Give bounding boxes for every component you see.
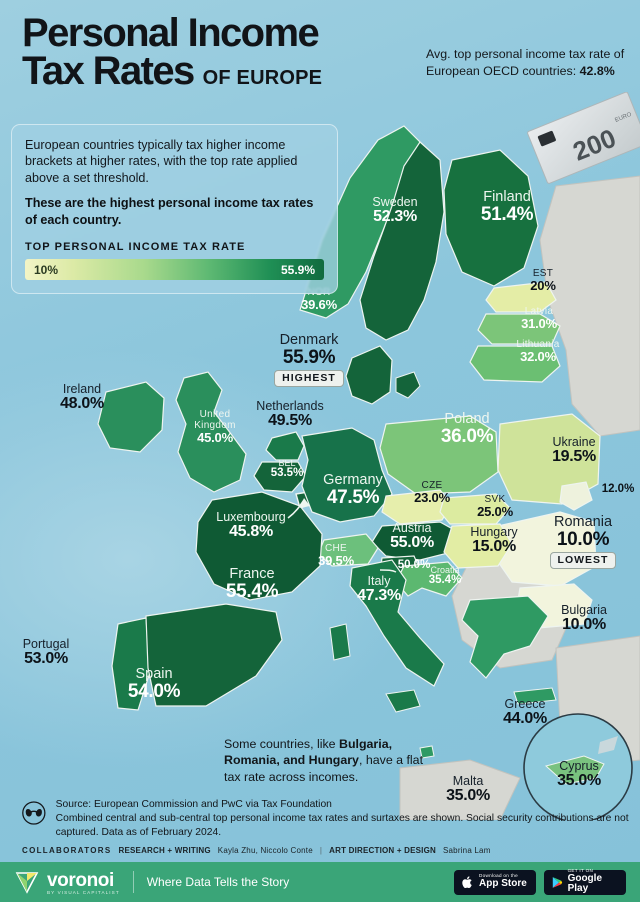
country-estonia[interactable] — [485, 281, 557, 313]
legend-max-value: 55.9% — [280, 262, 315, 277]
google-play-name: Google Play — [567, 872, 603, 895]
country-greece-crete[interactable] — [513, 687, 557, 705]
country-france[interactable] — [195, 491, 323, 601]
google-play-icon — [552, 876, 563, 888]
country-italy[interactable] — [349, 559, 445, 687]
legend-min-value: 10% — [34, 262, 59, 277]
app-badges: Download on the App Store GET IT ON Goog… — [454, 868, 626, 895]
flat-note-part2: , have a flat tax rate across incomes. — [224, 753, 424, 784]
country-finland[interactable] — [443, 149, 539, 287]
country-malta[interactable] — [419, 745, 435, 759]
country-slovakia[interactable] — [439, 493, 511, 525]
country-ireland[interactable] — [97, 381, 165, 453]
collaborators-separator: | — [319, 846, 323, 855]
country-portugal[interactable] — [111, 617, 151, 711]
title-line-2: Tax Rates — [22, 49, 195, 94]
country-austria[interactable] — [371, 521, 459, 561]
brand-subtitle: BY VISUAL CAPITALIST — [47, 889, 120, 895]
flat-note-part1: Some countries, like — [224, 737, 340, 751]
legend-title: TOP PERSONAL INCOME TAX RATE — [25, 241, 246, 254]
app-store-name: App Store — [479, 878, 527, 890]
info-card: European countries typically tax higher … — [11, 124, 338, 295]
source-line-2: Combined central and sub-central top per… — [55, 813, 629, 839]
collaborators-line: COLLABORATORS RESEARCH + WRITING Kayla Z… — [22, 846, 491, 855]
title-line-1: Personal Income — [22, 11, 320, 55]
country-latvia[interactable] — [477, 313, 561, 345]
research-value: Kayla Zhu, Niccolo Conte — [217, 846, 313, 855]
design-value: Sabrina Lam — [443, 846, 491, 855]
country-netherlands[interactable] — [265, 431, 305, 461]
legend-gradient-bar: 10% 55.9% — [25, 259, 324, 281]
binoculars-icon — [22, 801, 46, 825]
average-rate-note: Avg. top personal income tax rate of Eur… — [426, 46, 626, 79]
app-store-top-label: Download on the — [479, 873, 518, 879]
info-paragraph-2: These are the highest personal income ta… — [25, 196, 314, 227]
footer-bar: voronoi BY VISUAL CAPITALIST Where Data … — [0, 862, 640, 902]
country-belgium[interactable] — [253, 461, 307, 493]
cyprus-inset[interactable] — [523, 713, 633, 820]
average-rate-value: 42.8% — [579, 63, 615, 78]
country-czechia[interactable] — [381, 489, 453, 525]
country-poland[interactable] — [379, 415, 499, 495]
country-sicily[interactable] — [385, 689, 421, 713]
country-uk[interactable] — [175, 371, 247, 493]
euro-banknote-graphic: 200 EURO — [527, 92, 640, 184]
page-title: Personal Income Tax Rates OF EUROPE — [22, 11, 323, 94]
voronoi-logo-icon — [15, 872, 39, 894]
research-key: RESEARCH + WRITING — [118, 846, 211, 855]
country-sweden[interactable] — [359, 141, 445, 341]
design-key: ART DIRECTION + DESIGN — [329, 846, 436, 855]
voronoi-brand[interactable]: voronoi BY VISUAL CAPITALIST — [14, 869, 120, 895]
country-moldova[interactable] — [559, 481, 593, 511]
europe-choropleth-map — [97, 125, 640, 820]
info-paragraph-1: European countries typically tax higher … — [25, 138, 298, 185]
country-lithuania[interactable] — [469, 345, 561, 383]
app-store-badge[interactable]: Download on the App Store — [454, 869, 536, 895]
country-spain[interactable] — [145, 603, 283, 707]
country-denmark[interactable] — [345, 345, 393, 405]
footer-tagline: Where Data Tells the Story — [146, 875, 290, 889]
country-sardinia[interactable] — [329, 623, 351, 661]
google-play-top-label: GET IT ON — [567, 868, 594, 874]
google-play-badge[interactable]: GET IT ON Google Play — [544, 868, 626, 895]
country-denmark-isles[interactable] — [395, 371, 421, 399]
country-greece[interactable] — [461, 595, 549, 679]
flat-tax-note: Some countries, like Bulgaria, Romania, … — [224, 736, 440, 785]
country-hungary[interactable] — [443, 523, 513, 569]
luxembourg-arrowhead — [300, 498, 310, 508]
slovenia-pointer — [379, 569, 397, 573]
source-text: Source: European Commission and PwC via … — [56, 798, 640, 841]
brand-name: voronoi — [47, 869, 114, 891]
country-switzerland[interactable] — [317, 533, 379, 567]
source-line-1: Source: European Commission and PwC via … — [55, 799, 332, 810]
average-rate-text: Avg. top personal income tax rate of Eur… — [426, 47, 625, 78]
flat-note-bold: Bulgaria, Romania, and Hungary — [224, 737, 393, 768]
footer-divider — [132, 871, 134, 893]
title-subtitle: OF EUROPE — [202, 66, 323, 89]
source-block: Source: European Commission and PwC via … — [22, 798, 640, 841]
country-germany[interactable] — [301, 427, 393, 523]
apple-icon — [462, 875, 472, 888]
collaborators-heading: COLLABORATORS — [22, 846, 112, 855]
